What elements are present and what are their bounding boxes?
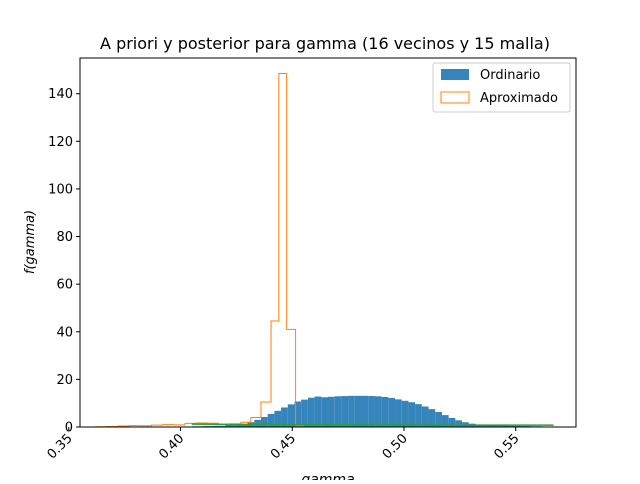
ordinario-bar xyxy=(288,404,295,427)
ordinario-bar xyxy=(395,399,402,427)
ordinario-bar xyxy=(455,420,462,427)
ordinario-bar xyxy=(375,396,382,427)
y-tick-label: 20 xyxy=(56,373,73,388)
ordinario-bar xyxy=(388,398,395,427)
ordinario-bar xyxy=(348,396,355,427)
x-tick-label: 0.55 xyxy=(491,431,522,462)
y-tick-label: 100 xyxy=(48,182,73,197)
ordinario-bar xyxy=(355,396,362,427)
ordinario-bar xyxy=(368,396,375,427)
legend-label-aproximado: Aproximado xyxy=(480,91,558,106)
ordinario-bar xyxy=(382,397,389,427)
legend: Ordinario Aproximado xyxy=(433,63,570,112)
y-tick-label: 40 xyxy=(56,325,73,340)
x-axis-ticks: 0.35 0.40 0.45 0.50 0.55 xyxy=(45,427,523,462)
x-axis-label: gamma xyxy=(301,472,354,480)
ordinario-bar xyxy=(315,397,322,427)
legend-swatch-ordinario xyxy=(441,69,469,80)
plot-frame xyxy=(80,58,576,427)
y-tick-label: 80 xyxy=(56,230,73,245)
prior-line xyxy=(192,424,554,425)
y-tick-label: 60 xyxy=(56,278,73,293)
y-axis-ticks: 0 20 40 60 80 100 120 140 xyxy=(48,87,80,435)
ordinario-bar xyxy=(335,396,342,427)
ordinario-bar xyxy=(341,396,348,427)
prior-line-layer xyxy=(192,424,554,425)
x-tick-label: 0.35 xyxy=(45,431,76,462)
aproximado-step-layer xyxy=(96,73,312,427)
ordinario-bar xyxy=(422,407,429,427)
ordinario-bar xyxy=(408,402,415,427)
y-axis-label: f(gamma) xyxy=(23,210,38,274)
y-tick-label: 120 xyxy=(48,135,73,150)
aproximado-step-line xyxy=(96,73,312,427)
x-tick-label: 0.50 xyxy=(380,431,411,462)
ordinario-bar xyxy=(301,400,308,427)
ordinario-bar xyxy=(254,420,261,427)
ordinario-bar xyxy=(328,397,335,427)
ordinario-bar xyxy=(261,417,268,427)
ordinario-bar xyxy=(402,401,409,427)
y-tick-label: 140 xyxy=(48,87,73,102)
ordinario-bar xyxy=(308,398,315,427)
ordinario-bar xyxy=(321,397,328,427)
x-tick-label: 0.40 xyxy=(156,431,187,462)
ordinario-bar xyxy=(362,396,369,427)
legend-label-ordinario: Ordinario xyxy=(480,68,540,83)
chart-title: A priori y posterior para gamma (16 veci… xyxy=(100,34,550,53)
ordinario-bar xyxy=(415,404,422,427)
x-tick-label: 0.45 xyxy=(268,431,299,462)
y-tick-label: 0 xyxy=(65,421,73,436)
